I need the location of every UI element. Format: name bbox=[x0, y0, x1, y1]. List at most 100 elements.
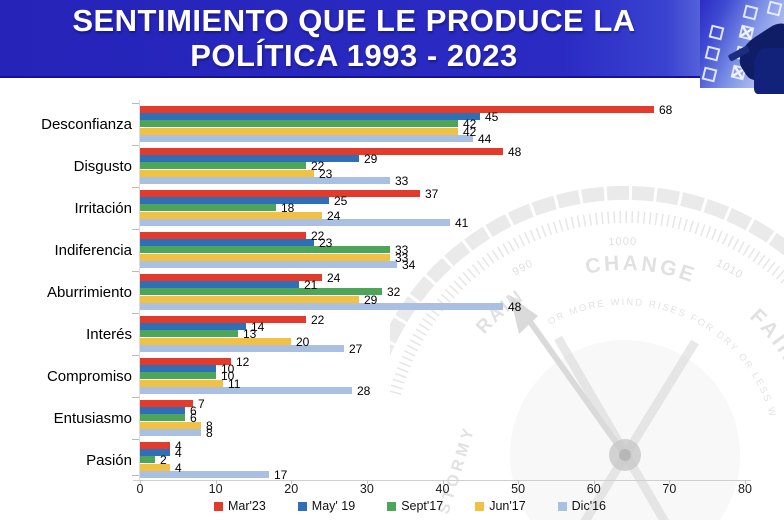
y-axis-line bbox=[139, 100, 140, 480]
category-label: Disgusto bbox=[73, 158, 132, 175]
bar bbox=[140, 303, 503, 310]
checkbox-icon bbox=[708, 24, 725, 41]
y-axis-tick bbox=[132, 355, 139, 356]
value-label: 13 bbox=[243, 327, 257, 341]
value-label: 45 bbox=[485, 110, 499, 124]
value-label: 4 bbox=[175, 446, 182, 460]
bar bbox=[140, 254, 390, 261]
legend-item: Mar'23 bbox=[213, 499, 266, 513]
bar bbox=[140, 323, 246, 330]
legend-label: May' 19 bbox=[311, 499, 356, 513]
value-label: 6 bbox=[190, 404, 197, 418]
checkbox-icon bbox=[704, 45, 721, 62]
x-tick-label: 30 bbox=[359, 482, 374, 496]
value-label: 25 bbox=[334, 194, 348, 208]
y-axis-tick bbox=[132, 313, 139, 314]
legend-item: Jun'17 bbox=[475, 499, 526, 513]
value-label: 23 bbox=[319, 236, 333, 250]
value-label: 22 bbox=[311, 159, 325, 173]
bar bbox=[140, 135, 473, 142]
category-label: Indiferencia bbox=[54, 242, 132, 259]
bar bbox=[140, 246, 390, 253]
value-label: 48 bbox=[508, 300, 522, 314]
x-tick-label: 10 bbox=[208, 482, 223, 496]
x-axis-tick bbox=[745, 480, 746, 484]
bar bbox=[140, 345, 345, 352]
ballot-photo bbox=[700, 0, 784, 94]
bar bbox=[140, 197, 330, 204]
bar bbox=[140, 274, 322, 281]
legend-item: May' 19 bbox=[297, 499, 356, 513]
y-axis-tick bbox=[132, 475, 139, 476]
y-axis-tick bbox=[132, 397, 139, 398]
legend-swatch bbox=[557, 501, 567, 511]
category-label: Interés bbox=[86, 326, 132, 343]
legend-swatch bbox=[297, 501, 307, 511]
value-label: 20 bbox=[296, 335, 310, 349]
value-label: 28 bbox=[357, 384, 371, 398]
value-label: 27 bbox=[349, 342, 363, 356]
bar bbox=[140, 330, 239, 337]
legend-label: Sept'17 bbox=[401, 499, 444, 513]
page-title: SENTIMIENTO QUE LE PRODUCE LA POLÍTICA 1… bbox=[24, 3, 684, 73]
value-label: 8 bbox=[206, 426, 213, 440]
hand-icon bbox=[754, 48, 784, 94]
bar bbox=[140, 365, 216, 372]
value-label: 2 bbox=[160, 453, 167, 467]
category-label: Pasión bbox=[86, 452, 132, 469]
value-label: 14 bbox=[251, 320, 265, 334]
bar bbox=[140, 358, 231, 365]
bar bbox=[140, 232, 307, 239]
bar bbox=[140, 464, 171, 471]
bar bbox=[140, 414, 186, 421]
bar bbox=[140, 219, 451, 226]
x-tick-label: 40 bbox=[435, 482, 450, 496]
bar bbox=[140, 281, 299, 288]
checkbox-icon bbox=[742, 4, 759, 21]
value-label: 29 bbox=[364, 293, 378, 307]
legend-label: Dic'16 bbox=[571, 499, 607, 513]
bar bbox=[140, 148, 503, 155]
legend: Mar'23 May' 19 Sept'17 Jun'17 Dic'16 bbox=[60, 499, 760, 513]
legend-swatch bbox=[475, 501, 485, 511]
category-label: Desconfianza bbox=[41, 116, 132, 133]
bar bbox=[140, 128, 458, 135]
bar bbox=[140, 449, 171, 456]
bar bbox=[140, 316, 307, 323]
bar bbox=[140, 162, 307, 169]
value-label: 44 bbox=[478, 132, 492, 146]
legend-item: Sept'17 bbox=[387, 499, 443, 513]
clock-face bbox=[510, 340, 740, 520]
value-label: 22 bbox=[311, 313, 325, 327]
legend-label: Mar'23 bbox=[227, 499, 266, 513]
page-title-line2: POLÍTICA 1993 - 2023 bbox=[190, 38, 518, 73]
dial-label-fair: FAIR bbox=[745, 305, 784, 367]
x-axis-tick bbox=[366, 480, 368, 484]
value-label: 17 bbox=[274, 468, 288, 482]
value-label: 10 bbox=[221, 369, 235, 383]
legend-label: Jun'17 bbox=[489, 499, 526, 513]
bar bbox=[140, 106, 655, 113]
bar bbox=[140, 120, 458, 127]
x-tick-label: 0 bbox=[136, 482, 144, 496]
x-axis-tick bbox=[291, 480, 293, 484]
value-label: 33 bbox=[395, 174, 409, 188]
bar bbox=[140, 456, 156, 463]
value-label: 18 bbox=[281, 201, 295, 215]
needle bbox=[523, 314, 628, 457]
value-label: 32 bbox=[387, 285, 401, 299]
dial-number: 1000 bbox=[608, 236, 637, 249]
value-label: 6 bbox=[190, 411, 197, 425]
y-axis-tick bbox=[132, 271, 139, 272]
value-label: 4 bbox=[175, 439, 182, 453]
needle-hub bbox=[609, 439, 641, 471]
value-label: 37 bbox=[425, 187, 439, 201]
bar bbox=[140, 296, 360, 303]
dial-label-change: CHANGE bbox=[584, 252, 700, 288]
legend-item: Dic'16 bbox=[557, 499, 607, 513]
needle-hub-center bbox=[619, 449, 631, 461]
value-label: 21 bbox=[304, 278, 318, 292]
y-axis-tick bbox=[132, 187, 139, 188]
bar bbox=[140, 387, 352, 394]
bar bbox=[140, 239, 314, 246]
